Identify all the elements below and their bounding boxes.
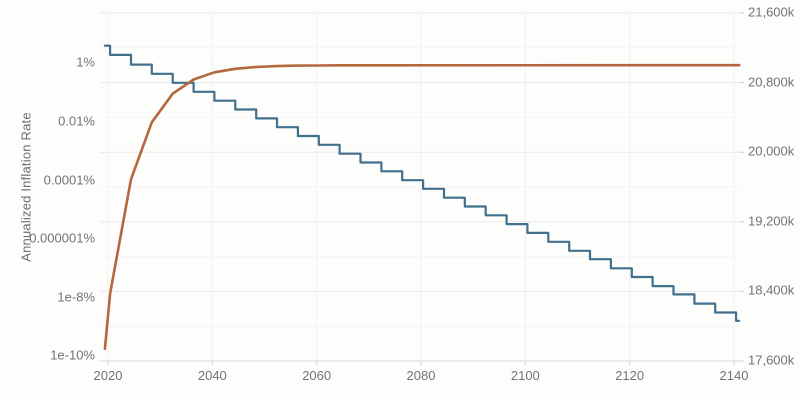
x-axis-tick-label: 2120: [615, 368, 645, 383]
right-axis-tick-label: 18,400k: [748, 282, 795, 298]
x-axis-tick-label: 2080: [406, 368, 436, 383]
right-axis-tick-label: 20,800k: [748, 74, 795, 90]
annualized-inflation-rate-line[interactable]: [103, 44, 741, 322]
left-axis-tick-label: 1e-10%: [50, 347, 95, 363]
left-axis-tick-label: 0.01%: [58, 113, 95, 129]
x-axis-tick-label: 2040: [197, 368, 227, 383]
x-axis-tick-label: 2060: [302, 368, 332, 383]
total-supply-line[interactable]: [103, 63, 741, 351]
left-axis-tick-label: 1e-8%: [57, 289, 95, 305]
x-axis-tick-label: 2140: [719, 368, 749, 383]
x-axis-tick-label: 2020: [93, 368, 123, 383]
right-axis-tick-label: 21,600k: [748, 4, 795, 20]
right-axis-tick-label: 20,000k: [748, 143, 795, 159]
right-axis-tick-label: 17,600k: [748, 352, 795, 368]
left-axis-tick-label: 0.000001%: [29, 230, 95, 246]
left-axis-tick-label: 1%: [76, 54, 95, 70]
right-axis-tick-label: 19,200k: [748, 213, 795, 229]
x-axis-tick-label: 2100: [510, 368, 540, 383]
left-axis-tick-label: 0.0001%: [43, 172, 95, 187]
